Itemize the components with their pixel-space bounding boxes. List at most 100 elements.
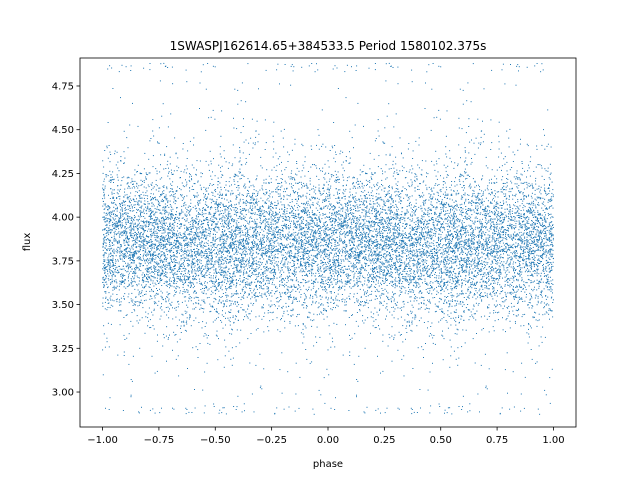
data-point [536, 273, 538, 275]
data-point [155, 269, 157, 271]
data-point [427, 288, 429, 289]
data-point [448, 250, 450, 252]
data-point [365, 270, 367, 272]
data-point [536, 63, 538, 64]
data-point [190, 238, 192, 240]
data-point [480, 221, 482, 223]
data-point [545, 220, 547, 222]
data-point [302, 240, 304, 242]
data-point [430, 208, 432, 210]
data-point [217, 181, 219, 183]
data-point [207, 257, 209, 258]
data-point [533, 242, 535, 244]
data-point [180, 265, 182, 267]
data-point [392, 291, 393, 293]
data-point [182, 281, 184, 283]
data-point [354, 226, 356, 228]
data-point [424, 202, 426, 204]
data-point [205, 255, 207, 257]
data-point [392, 205, 394, 207]
data-point [148, 210, 150, 212]
data-point [552, 216, 554, 218]
data-point [115, 229, 117, 230]
data-point [132, 325, 134, 327]
data-point [244, 202, 246, 204]
data-point [102, 184, 104, 186]
data-point [275, 188, 277, 190]
data-point [551, 221, 553, 223]
data-point [376, 218, 378, 220]
data-point [368, 265, 370, 266]
data-point [147, 317, 149, 319]
data-point [338, 218, 340, 220]
data-point [461, 409, 463, 410]
data-point [204, 208, 206, 210]
data-point [213, 283, 215, 285]
data-point [483, 253, 485, 254]
data-point [178, 233, 180, 235]
data-point [129, 216, 131, 217]
data-point [381, 302, 382, 304]
data-point [462, 253, 464, 255]
data-point [114, 153, 116, 155]
data-point [138, 251, 140, 253]
data-point [514, 220, 516, 222]
data-point [396, 242, 397, 243]
data-point [102, 374, 104, 376]
data-point [447, 259, 449, 261]
data-point [548, 222, 550, 224]
data-point [237, 208, 238, 210]
data-point [142, 220, 144, 222]
data-point [242, 241, 244, 243]
data-point [205, 194, 206, 196]
data-point [525, 258, 527, 260]
data-point [480, 212, 482, 214]
data-point [258, 261, 260, 263]
data-point [368, 258, 370, 260]
data-point [520, 173, 522, 175]
data-point [366, 291, 368, 293]
data-point [350, 270, 352, 272]
data-point [234, 157, 236, 159]
data-point [215, 273, 217, 274]
data-point [332, 341, 334, 343]
data-point [463, 226, 465, 228]
data-point [145, 299, 147, 301]
data-point [366, 194, 368, 195]
data-point [501, 191, 503, 193]
data-point [221, 213, 223, 214]
data-point [370, 332, 371, 334]
data-point [377, 234, 379, 236]
data-point [348, 255, 350, 257]
data-point [413, 241, 415, 243]
data-point [263, 234, 265, 236]
data-point [394, 217, 395, 219]
data-point [111, 299, 113, 301]
data-point [458, 207, 460, 208]
data-point [106, 223, 108, 225]
data-point [207, 289, 209, 291]
data-point [268, 294, 270, 296]
data-point [466, 263, 468, 265]
data-point [420, 317, 422, 319]
data-point [102, 305, 104, 307]
data-point [285, 284, 287, 286]
data-point [366, 215, 368, 217]
data-point [307, 275, 309, 277]
data-point [477, 246, 478, 248]
data-point [416, 300, 418, 302]
data-point [320, 270, 322, 272]
data-point [168, 227, 170, 229]
data-point [272, 311, 274, 313]
data-point [331, 217, 333, 219]
data-point [272, 279, 274, 281]
data-point [163, 246, 165, 248]
data-point [305, 349, 307, 350]
data-point [456, 282, 458, 284]
data-point [155, 198, 157, 200]
data-point [407, 196, 409, 198]
data-point [273, 304, 275, 305]
data-point [270, 227, 271, 229]
data-point [270, 223, 272, 225]
data-point [151, 355, 153, 357]
